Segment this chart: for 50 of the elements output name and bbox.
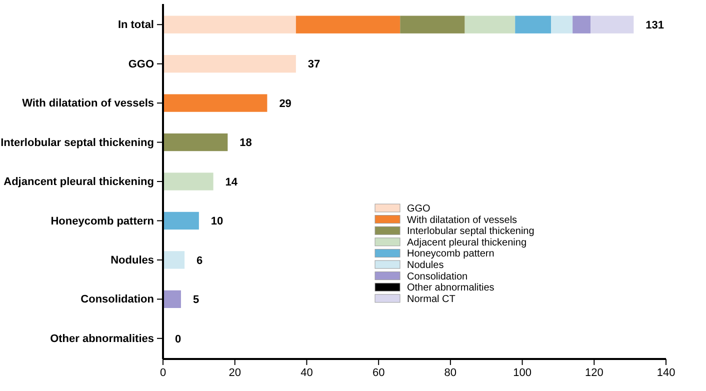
x-tick-label: 140 bbox=[656, 366, 676, 379]
bar bbox=[163, 172, 214, 190]
y-tick-label: GGO bbox=[128, 58, 154, 70]
bar bbox=[163, 16, 296, 34]
x-tick-label: 60 bbox=[372, 366, 385, 379]
bar bbox=[572, 16, 591, 34]
x-tick-label: 80 bbox=[444, 366, 457, 379]
x-tick-label: 0 bbox=[160, 366, 166, 379]
y-tick-label: In total bbox=[118, 19, 154, 32]
bar bbox=[163, 290, 181, 308]
bar bbox=[551, 16, 573, 34]
legend-label: Interlobular septal thickening bbox=[407, 226, 534, 238]
total-label: 18 bbox=[240, 137, 252, 150]
total-label: 37 bbox=[308, 58, 320, 71]
bar bbox=[296, 16, 400, 34]
bar bbox=[400, 16, 465, 34]
bar bbox=[163, 54, 296, 73]
bar bbox=[515, 16, 552, 34]
legend-label: Other abnormalities bbox=[407, 282, 494, 294]
y-tick-label: Honeycomb pattern bbox=[50, 215, 154, 228]
total-label: 10 bbox=[210, 216, 224, 228]
legend-label: Normal CT bbox=[407, 294, 456, 305]
x-tick-label: 120 bbox=[584, 366, 604, 379]
legend-label: Consolidation bbox=[407, 271, 468, 282]
legend-label: Honeycomb pattern bbox=[407, 248, 494, 260]
y-tick-label: With dilatation of vessels bbox=[22, 98, 154, 110]
y-tick-label: Interlobular septal thickening bbox=[0, 136, 154, 149]
total-label: 0 bbox=[175, 333, 182, 346]
total-label: 14 bbox=[225, 176, 238, 188]
x-tick-label: 40 bbox=[300, 366, 313, 379]
total-label: 6 bbox=[196, 254, 203, 267]
y-tick-label: Nodules bbox=[110, 254, 154, 266]
bar bbox=[163, 94, 268, 112]
total-label: 131 bbox=[646, 19, 664, 32]
y-tick-label: Other abnormalities bbox=[50, 332, 154, 345]
y-tick-label: Adjancent pleural thickening bbox=[4, 176, 154, 188]
bar bbox=[163, 251, 185, 269]
bar bbox=[464, 16, 516, 34]
bar bbox=[163, 212, 199, 230]
bar bbox=[163, 133, 228, 152]
total-label: 29 bbox=[279, 98, 292, 110]
legend-label: Adjacent pleural thickening bbox=[407, 237, 527, 248]
total-label: 5 bbox=[192, 294, 200, 306]
y-tick-label: Consolidation bbox=[80, 294, 154, 306]
legend-label: Nodules bbox=[407, 260, 444, 271]
x-tick-label: 20 bbox=[228, 366, 241, 379]
x-tick-label: 100 bbox=[513, 366, 532, 379]
bar bbox=[590, 16, 634, 34]
legend-label: With dilatation of vessels bbox=[407, 214, 518, 226]
legend-label: GGO bbox=[407, 204, 431, 214]
